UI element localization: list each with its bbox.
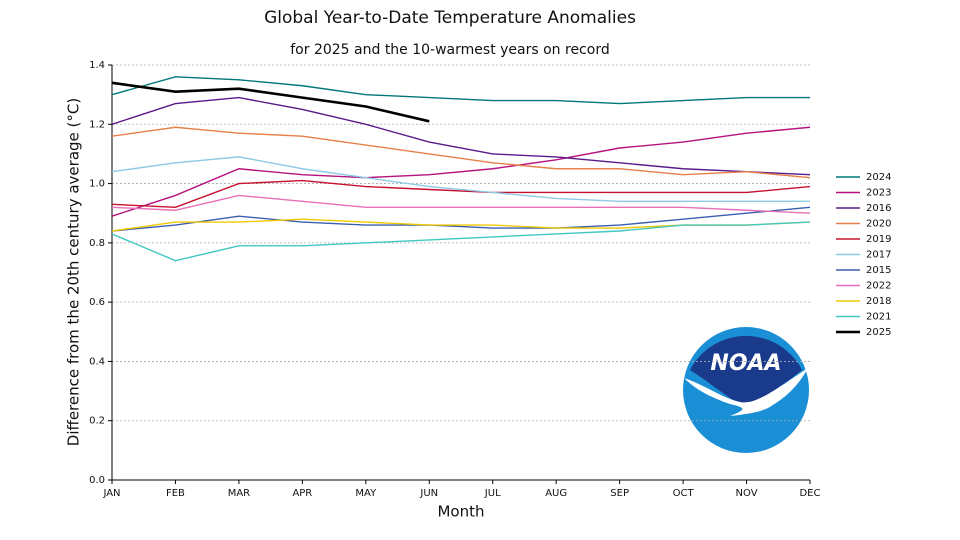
x-tick-label: OCT	[673, 488, 695, 499]
x-tick-label: MAR	[228, 488, 250, 499]
logo-top	[690, 335, 802, 404]
series-line	[111, 206, 811, 232]
x-tick-label: FEB	[166, 488, 185, 499]
x-tick-label: MAY	[355, 488, 377, 499]
legend-label: 2024	[866, 172, 891, 183]
y-axis-label: Difference from the 20th century average…	[65, 98, 83, 446]
chart-subtitle: for 2025 and the 10-warmest years on rec…	[290, 42, 609, 58]
logo-text: NOAA	[710, 351, 781, 376]
legend-label: 2016	[866, 203, 891, 214]
x-tick-label: JAN	[102, 488, 120, 499]
x-tick-label: JUL	[484, 488, 501, 499]
x-tick-label: AUG	[545, 488, 567, 499]
series-line	[111, 76, 810, 105]
y-tick-label: 1.0	[89, 179, 105, 190]
legend-label: 2017	[866, 250, 891, 261]
x-tick-label: DEC	[799, 488, 820, 499]
y-tick-label: 1.2	[89, 119, 105, 130]
y-tick-label: 0.6	[89, 297, 105, 308]
x-tick-label: APR	[292, 488, 312, 499]
legend-label: 2023	[866, 188, 891, 199]
series-line	[111, 126, 811, 217]
series-line	[111, 96, 811, 176]
legend-label: 2020	[866, 219, 891, 230]
series-line	[111, 81, 430, 123]
legend-label: 2021	[866, 312, 891, 323]
legend-label: 2022	[866, 281, 891, 292]
x-tick-label: JUN	[419, 488, 438, 499]
y-tick-label: 0.8	[89, 238, 105, 249]
legend-label: 2025	[866, 327, 891, 338]
legend-label: 2015	[866, 265, 891, 276]
logo-bird	[684, 368, 808, 416]
x-axis-label: Month	[437, 503, 484, 521]
noaa-logo: NOAA	[683, 327, 809, 453]
series-line	[111, 221, 811, 262]
series-line	[111, 156, 810, 203]
y-tick-label: 0.0	[89, 475, 105, 486]
y-tick-label: 1.4	[89, 60, 105, 71]
y-tick-label: 0.2	[89, 416, 105, 427]
series-line	[111, 194, 811, 214]
x-tick-label: SEP	[610, 488, 629, 499]
series-line	[111, 179, 811, 208]
x-tick-label: NOV	[736, 488, 758, 499]
legend-label: 2018	[866, 296, 891, 307]
y-tick-label: 0.4	[89, 356, 105, 367]
chart-title: Global Year-to-Date Temperature Anomalie…	[264, 8, 636, 28]
legend-label: 2019	[866, 234, 891, 245]
series-line	[111, 126, 811, 179]
